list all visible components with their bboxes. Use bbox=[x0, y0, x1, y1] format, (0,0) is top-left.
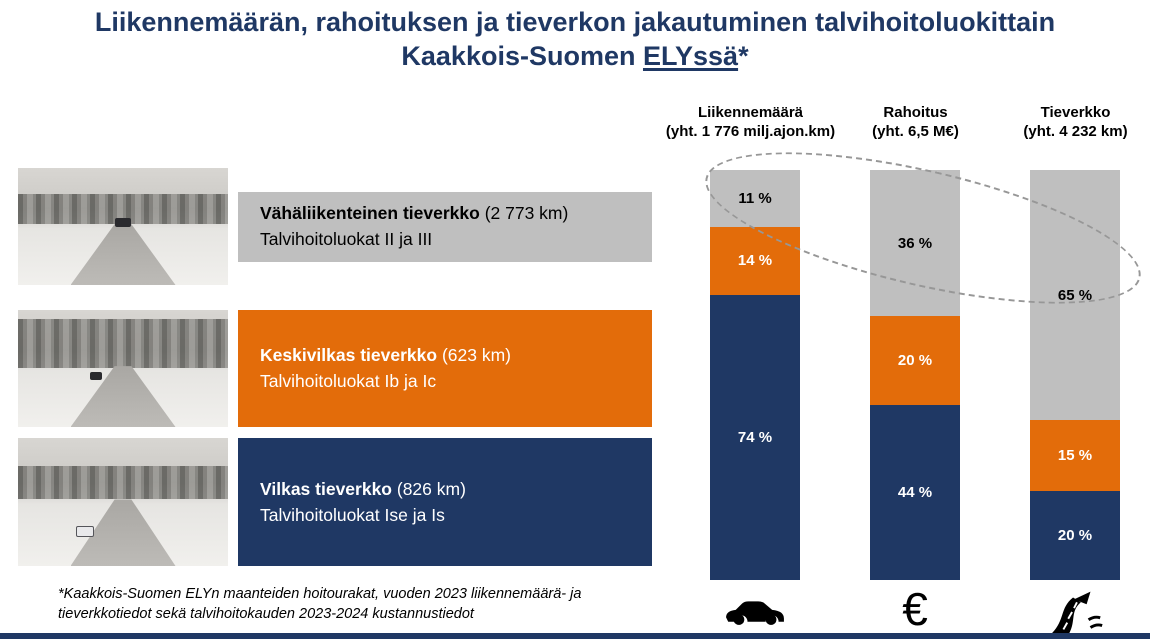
photo-low-traffic-road bbox=[18, 168, 228, 285]
legend-row-busy-traffic: Vilkas tieverkko (826 km) Talvihoitoluok… bbox=[18, 438, 652, 566]
legend-box-busy-traffic: Vilkas tieverkko (826 km) Talvihoitoluok… bbox=[238, 438, 652, 566]
bar-segment: 20 % bbox=[870, 316, 960, 406]
page-title-line1: Liikennemäärän, rahoituksen ja tieverkon… bbox=[94, 7, 1056, 37]
footnote: *Kaakkois-Suomen ELYn maanteiden hoitour… bbox=[58, 586, 582, 623]
stacked-bar-rahoitus: 36 % 20 % 44 % bbox=[870, 170, 960, 580]
car-graphic bbox=[90, 372, 102, 380]
bar-segment: 65 % bbox=[1030, 170, 1120, 421]
bar-header-tieverkko: Tieverkko (yht. 4 232 km) bbox=[1023, 104, 1128, 140]
page-title: Liikennemäärän, rahoituksen ja tieverkon… bbox=[0, 6, 1150, 74]
bar-segment: 20 % bbox=[1030, 491, 1120, 580]
bar-segment: 36 % bbox=[870, 170, 960, 317]
bar-segment: 44 % bbox=[870, 405, 960, 580]
photo-busy-road bbox=[18, 438, 228, 566]
bar-segment: 74 % bbox=[710, 294, 800, 580]
road-icon bbox=[1030, 590, 1120, 639]
euro-icon: € bbox=[902, 583, 928, 635]
trees-graphic bbox=[18, 466, 228, 500]
bottom-accent-strip bbox=[0, 633, 1150, 639]
legend-title-line: Vähäliikenteinen tieverkko (2 773 km) bbox=[260, 203, 569, 224]
underlined-ely: ELYssä bbox=[642, 40, 739, 71]
bar-segment: 15 % bbox=[1030, 420, 1120, 492]
stacked-bar-tieverkko: 65 % 15 % 20 % bbox=[1030, 170, 1120, 580]
bar-segment: 14 % bbox=[710, 226, 800, 295]
legend-subtitle: Talvihoitoluokat Ib ja Ic bbox=[260, 371, 437, 391]
legend-row-low-traffic: Vähäliikenteinen tieverkko (2 773 km) Ta… bbox=[18, 168, 652, 285]
legend-title-line: Keskivilkas tieverkko (623 km) bbox=[260, 345, 511, 366]
legend-box-low-traffic: Vähäliikenteinen tieverkko (2 773 km) Ta… bbox=[238, 191, 652, 262]
legend-row-medium-traffic: Keskivilkas tieverkko (623 km) Talvihoit… bbox=[18, 310, 652, 427]
road-graphic bbox=[70, 224, 176, 285]
page-title-line2: Kaakkois-Suomen ELYssä* bbox=[401, 40, 749, 71]
trees-graphic bbox=[18, 319, 228, 369]
road-graphic bbox=[70, 366, 176, 427]
stacked-bar-liikennemaara: 11 % 14 % 74 % bbox=[710, 170, 800, 580]
car-graphic bbox=[76, 526, 94, 537]
car-graphic bbox=[115, 218, 131, 227]
legend-box-medium-traffic: Keskivilkas tieverkko (623 km) Talvihoit… bbox=[238, 310, 652, 427]
legend-subtitle: Talvihoitoluokat Ise ja Is bbox=[260, 504, 445, 525]
legend-title-line: Vilkas tieverkko (826 km) bbox=[260, 478, 466, 499]
bar-segment: 11 % bbox=[710, 170, 800, 227]
photo-medium-traffic-road bbox=[18, 310, 228, 427]
bar-header-rahoitus: Rahoitus (yht. 6,5 M€) bbox=[872, 104, 959, 140]
car-icon bbox=[710, 596, 800, 631]
bar-header-liikennemaara: Liikennemäärä (yht. 1 776 milj.ajon.km) bbox=[665, 104, 836, 140]
legend-subtitle: Talvihoitoluokat II ja III bbox=[260, 229, 433, 249]
